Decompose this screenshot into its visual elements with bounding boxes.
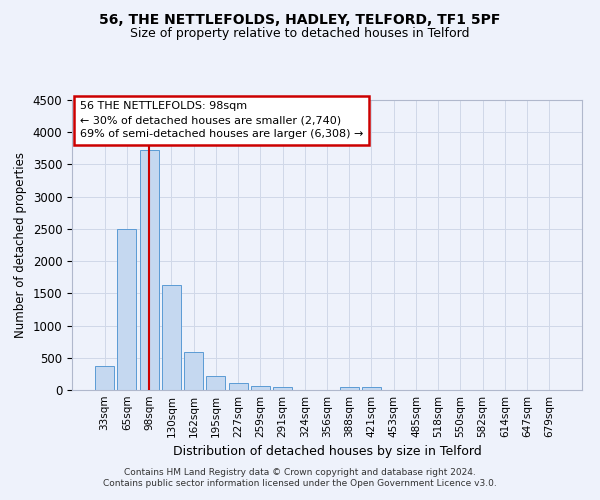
Text: Size of property relative to detached houses in Telford: Size of property relative to detached ho… — [130, 28, 470, 40]
Text: Contains HM Land Registry data © Crown copyright and database right 2024.
Contai: Contains HM Land Registry data © Crown c… — [103, 468, 497, 487]
Bar — [206, 376, 225, 390]
Text: 56, THE NETTLEFOLDS, HADLEY, TELFORD, TF1 5PF: 56, THE NETTLEFOLDS, HADLEY, TELFORD, TF… — [100, 12, 500, 26]
Bar — [140, 150, 158, 390]
Bar — [229, 383, 248, 390]
Y-axis label: Number of detached properties: Number of detached properties — [14, 152, 27, 338]
Bar — [118, 229, 136, 390]
Text: 56 THE NETTLEFOLDS: 98sqm
← 30% of detached houses are smaller (2,740)
69% of se: 56 THE NETTLEFOLDS: 98sqm ← 30% of detac… — [80, 102, 363, 140]
Bar — [95, 366, 114, 390]
Bar — [184, 352, 203, 390]
Bar — [251, 386, 270, 390]
Bar — [273, 388, 292, 390]
Bar — [362, 387, 381, 390]
Bar — [162, 285, 181, 390]
X-axis label: Distribution of detached houses by size in Telford: Distribution of detached houses by size … — [173, 446, 481, 458]
Bar — [340, 387, 359, 390]
